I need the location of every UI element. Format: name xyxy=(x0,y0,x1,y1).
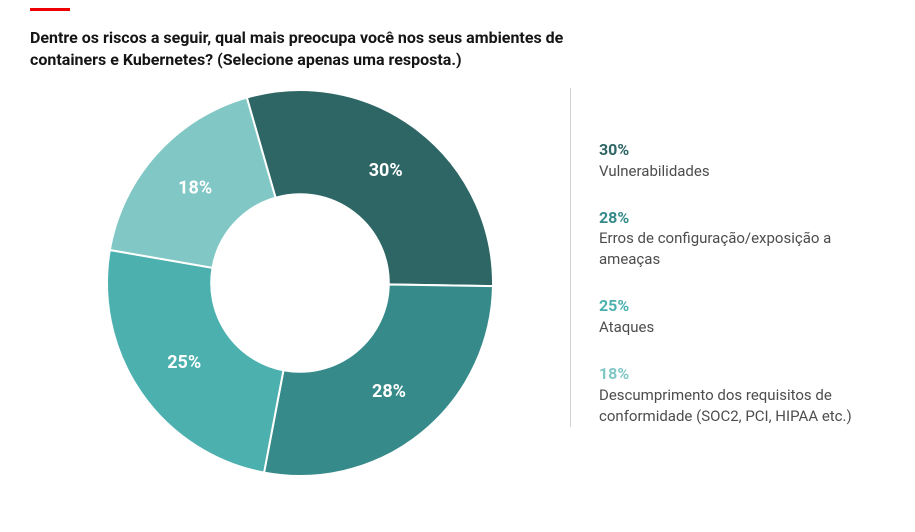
slice-label: 28% xyxy=(372,381,406,402)
legend-percent: 25% xyxy=(599,296,879,317)
legend-item: 30%Vulnerabilidades xyxy=(599,140,879,182)
legend-percent: 30% xyxy=(599,140,879,161)
donut-chart-container: 30% 28% 25% 18% xyxy=(30,88,570,478)
chart-content: 30%28%25%18% 30%Vulnerabilidades28%Erros… xyxy=(30,88,885,478)
legend-percent: 28% xyxy=(599,208,879,229)
legend-percent: 18% xyxy=(599,364,879,385)
legend-item: 28%Erros de configuração/exposição a ame… xyxy=(599,208,879,271)
donut-slice xyxy=(247,90,493,286)
slice-label: 25% xyxy=(167,352,201,373)
chart-title: Dentre os riscos a seguir, qual mais pre… xyxy=(30,27,590,72)
legend-label: Vulnerabilidades xyxy=(599,161,879,182)
donut-chart: 30% 28% 25% 18% xyxy=(105,88,495,478)
legend-item: 25%Ataques xyxy=(599,296,879,338)
slice-label: 30% xyxy=(369,160,403,181)
legend-item: 18%Descumprimento dos requisitos de conf… xyxy=(599,364,879,427)
legend: 30%Vulnerabilidades 28%Erros de configura… xyxy=(570,88,879,427)
legend-label: Descumprimento dos requisitos de conform… xyxy=(599,385,879,427)
accent-bar xyxy=(30,8,70,11)
legend-label: Ataques xyxy=(599,317,879,338)
slice-label: 18% xyxy=(178,177,212,198)
legend-label: Erros de configuração/exposição a ameaça… xyxy=(599,228,879,270)
